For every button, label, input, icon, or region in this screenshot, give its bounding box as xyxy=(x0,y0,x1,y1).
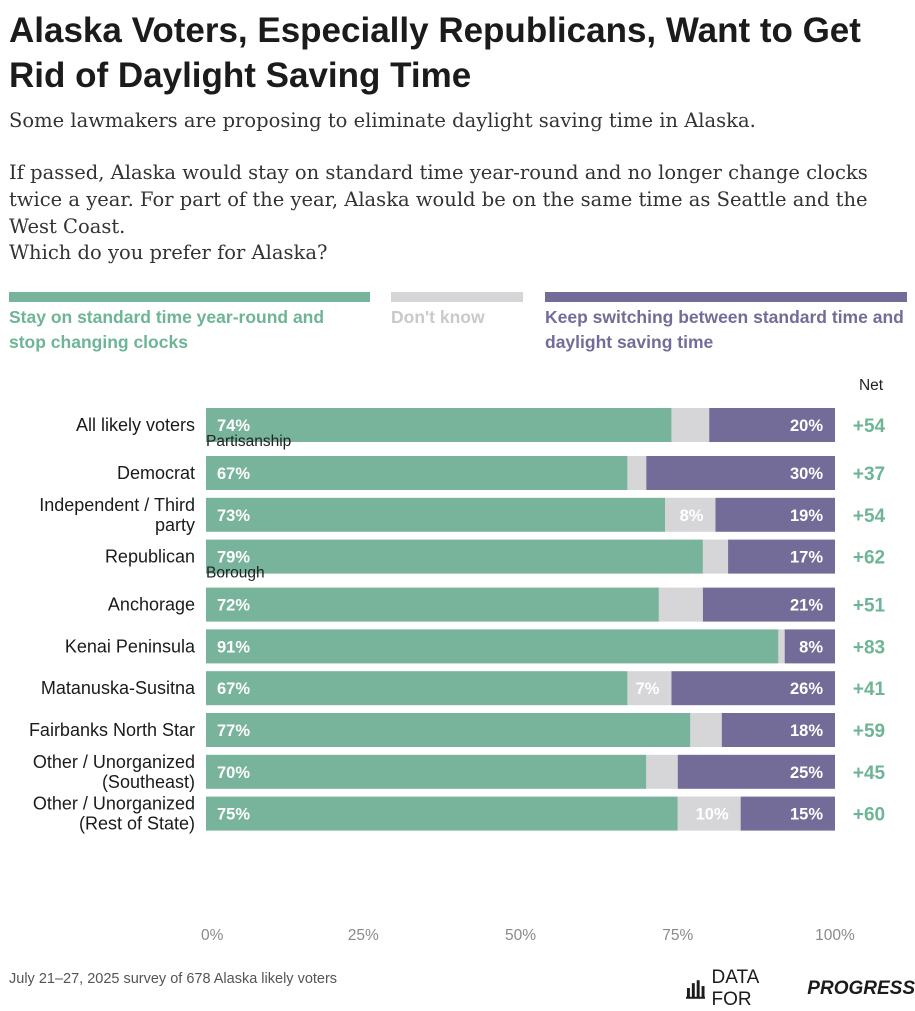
bar-segment-dontknow xyxy=(677,796,741,831)
data-label-stay: 67% xyxy=(217,465,250,483)
category-label: Republican xyxy=(105,547,195,567)
bar-segment-switch xyxy=(671,671,835,706)
bar-segment-switch xyxy=(646,456,835,490)
detail-text: If passed, Alaska would stay on standard… xyxy=(9,161,868,238)
bar-segment-switch xyxy=(677,754,835,789)
brand-text-b: PROGRESS xyxy=(807,978,915,999)
bar-segment-stay xyxy=(206,587,659,622)
bar-segment-stay xyxy=(206,456,628,490)
net-value: +51 xyxy=(853,596,886,617)
stacked-bar-chart: Net 74% 20% +54 All likely voters Partisanshi… xyxy=(29,377,886,944)
net-value: +62 xyxy=(853,548,885,569)
bar-segment-dontknow xyxy=(665,497,716,532)
bar-segment-dontknow xyxy=(702,539,729,574)
data-label-stay: 73% xyxy=(217,507,250,525)
brand-text-a: DATA FOR xyxy=(711,967,759,1010)
data-label-stay: 91% xyxy=(217,638,250,656)
data-label-stay: 77% xyxy=(217,722,250,740)
data-label-switch: 15% xyxy=(790,806,823,824)
bar-segment-stay xyxy=(206,713,691,747)
data-label-stay: 70% xyxy=(217,764,250,782)
legend-swatch-switch xyxy=(545,292,907,302)
brand-logo: DATA FOR PROGRESS xyxy=(686,967,915,1011)
category-label: Matanuska-Susitna xyxy=(41,678,196,698)
bar-segment-stay xyxy=(206,629,779,664)
data-label-dontknow: 7% xyxy=(636,680,660,698)
group-heading: Borough xyxy=(206,565,265,582)
bar-segment-stay xyxy=(206,796,678,831)
survey-note: July 21–27, 2025 survey of 678 Alaska li… xyxy=(9,971,338,987)
category-label: All likely voters xyxy=(76,415,195,435)
group-heading: Partisanship xyxy=(206,433,291,450)
bar-segment-switch xyxy=(728,539,835,574)
data-label-switch: 19% xyxy=(790,507,823,525)
bar-segment-switch xyxy=(709,408,835,442)
data-label-stay: 72% xyxy=(217,597,250,615)
legend-label-dontknow: Don't know xyxy=(391,307,485,327)
bar-segment-stay xyxy=(206,671,628,706)
data-label-switch: 26% xyxy=(790,680,823,698)
question-text: Which do you prefer for Alaska? xyxy=(9,241,328,264)
category-label: Anchorage xyxy=(108,595,195,615)
chart-title: Alaska Voters, Especially Republicans, W… xyxy=(9,11,861,95)
bar-segment-stay xyxy=(206,754,647,789)
intro-text: Some lawmakers are proposing to eliminat… xyxy=(9,109,756,132)
bar-segment-switch xyxy=(715,497,835,532)
bar-segment-dontknow xyxy=(627,456,647,490)
net-value: +54 xyxy=(853,416,886,437)
data-label-stay: 74% xyxy=(217,417,250,435)
net-value: +83 xyxy=(853,637,885,658)
bar-segment-dontknow xyxy=(778,629,785,664)
data-label-switch: 8% xyxy=(799,638,823,656)
data-label-stay: 75% xyxy=(217,806,250,824)
bar-segment-switch xyxy=(702,587,835,622)
net-value: +54 xyxy=(853,506,886,527)
data-label-switch: 21% xyxy=(790,597,823,615)
data-label-stay: 79% xyxy=(217,549,250,567)
category-label: Independent / Third party xyxy=(39,495,195,535)
legend-swatch-dontknow xyxy=(391,292,523,302)
bar-segment-dontknow xyxy=(646,754,678,789)
bar-segment-dontknow xyxy=(690,713,722,747)
bar-segment-stay xyxy=(206,539,703,574)
x-tick-label: 25% xyxy=(348,927,379,944)
x-tick-label: 0% xyxy=(201,927,224,944)
net-value: +41 xyxy=(853,679,886,700)
category-label: Fairbanks North Star xyxy=(29,720,195,740)
data-label-dontknow: 10% xyxy=(696,806,729,824)
bar-segment-dontknow xyxy=(658,587,703,622)
net-value: +45 xyxy=(853,763,886,784)
bar-segment-stay xyxy=(206,408,672,442)
net-value: +37 xyxy=(853,464,885,485)
category-label: Other / Unorganized (Rest of State) xyxy=(33,794,195,834)
net-value: +60 xyxy=(853,805,885,826)
category-label: Other / Unorganized (Southeast) xyxy=(33,752,195,792)
legend-label-switch: Keep switching between standard time and… xyxy=(545,307,904,352)
bar-chart-icon xyxy=(686,980,706,999)
bar-segment-stay xyxy=(206,497,666,532)
data-label-switch: 20% xyxy=(790,417,823,435)
data-label-switch: 30% xyxy=(790,465,823,483)
legend-swatch-stay xyxy=(9,292,370,302)
legend-label-stay: Stay on standard time year-round and sto… xyxy=(9,307,325,352)
bar-segment-dontknow xyxy=(627,671,672,706)
data-label-switch: 17% xyxy=(790,549,823,567)
x-tick-label: 100% xyxy=(815,927,855,944)
bar-segment-switch xyxy=(784,629,835,664)
data-label-dontknow: 8% xyxy=(680,507,704,525)
data-label-switch: 18% xyxy=(790,722,823,740)
bar-segment-switch xyxy=(721,713,835,747)
x-tick-label: 75% xyxy=(662,927,693,944)
data-label-switch: 25% xyxy=(790,764,823,782)
bar-segment-switch xyxy=(740,796,835,831)
bar-segment-dontknow xyxy=(671,408,710,442)
net-value: +59 xyxy=(853,721,885,742)
category-label: Kenai Peninsula xyxy=(65,636,196,656)
x-tick-label: 50% xyxy=(505,927,536,944)
net-header: Net xyxy=(859,377,884,394)
data-label-stay: 67% xyxy=(217,680,250,698)
category-label: Democrat xyxy=(117,463,195,483)
